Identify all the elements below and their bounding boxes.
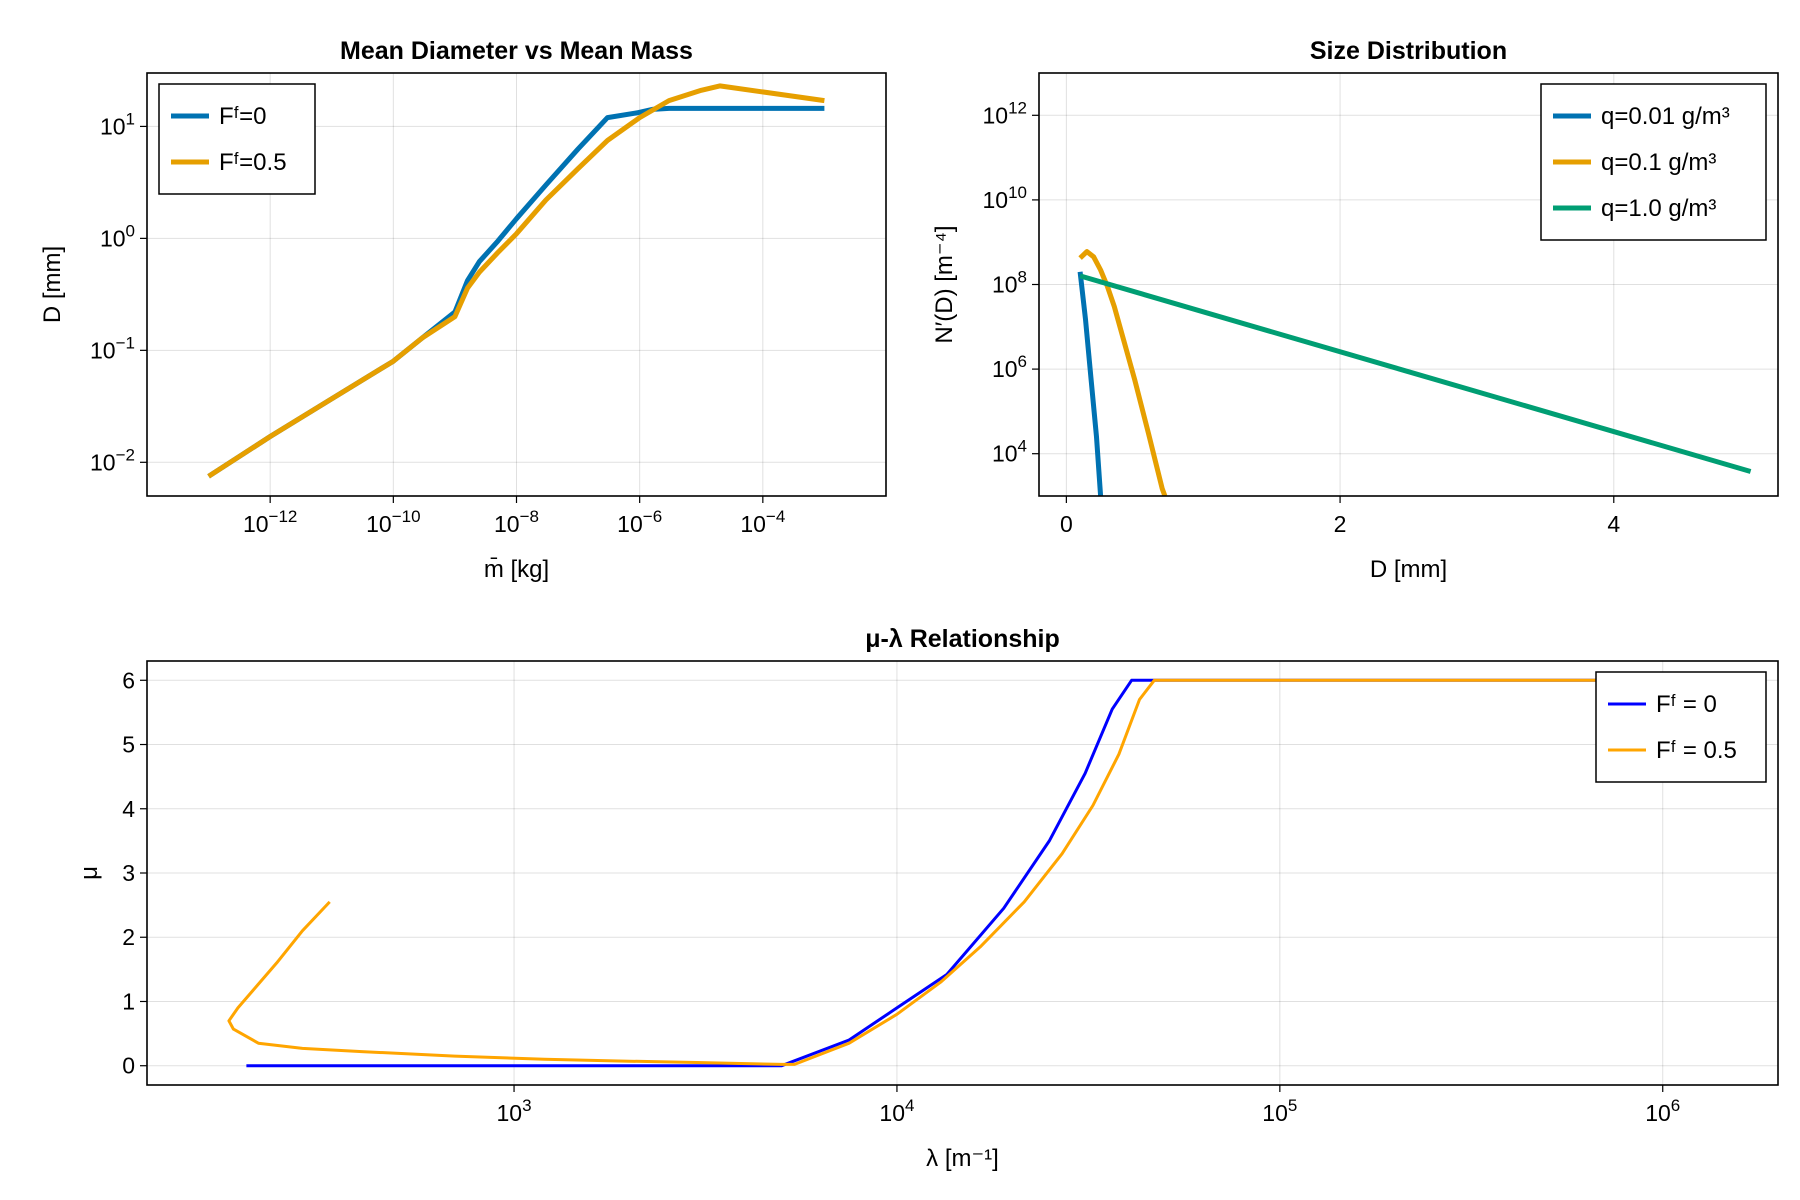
x-tick-label: 10−10	[366, 507, 420, 537]
y-tick-exponent: 10	[1008, 183, 1027, 202]
x-tick-exponent: −4	[766, 507, 785, 526]
x-tick-exponent: 4	[905, 1096, 914, 1115]
x-tick-label: 103	[497, 1096, 532, 1126]
x-tick-base: 10	[494, 511, 520, 537]
chart-1: 10−12 10−10 10−8 10−6 10−410−210−1100101Mean…	[39, 37, 887, 583]
legend-box	[1595, 671, 1767, 783]
y-tick-exponent: −1	[116, 333, 135, 352]
legend-label-1: Fᶠ = 0	[1656, 691, 1717, 718]
y-tick-exponent: 0	[126, 221, 135, 240]
y-tick-label: 4	[122, 796, 135, 822]
y-tick-base: 10	[982, 102, 1008, 128]
x-tick-base: 10	[740, 511, 766, 537]
legend-box	[158, 83, 316, 195]
x-tick-base: 10	[1262, 1100, 1288, 1126]
y-tick-exponent: 6	[1018, 352, 1027, 371]
series-group	[227, 678, 1741, 1068]
x-tick-base: 10	[879, 1100, 905, 1126]
y-tick-exponent: 8	[1018, 268, 1027, 287]
x-tick-label: 10−12	[243, 507, 297, 537]
x-tick-base: 10	[497, 1100, 523, 1126]
y-tick-base: 10	[90, 337, 116, 363]
x-tick-label: 4	[1607, 511, 1620, 537]
legend-label-3: q=1.0 g/m³	[1601, 195, 1716, 222]
chart-title: μ-λ Relationship	[865, 625, 1059, 653]
series-line-2	[1078, 249, 1168, 496]
y-tick-label: 3	[122, 860, 135, 886]
y-tick-label: 5	[122, 732, 135, 758]
y-axis-label: μ	[76, 866, 103, 880]
x-tick-exponent: 6	[1671, 1096, 1680, 1115]
x-tick-label: 0	[1060, 511, 1073, 537]
y-tick-exponent: 1	[126, 109, 135, 128]
y-axis-label: D [mm]	[39, 246, 66, 323]
y-tick-label: 1012	[982, 98, 1027, 128]
x-tick-base: 10	[617, 511, 643, 537]
y-tick-label: 104	[992, 437, 1027, 467]
y-tick-base: 10	[90, 449, 116, 475]
series-line-1	[246, 678, 1741, 1068]
series-line-1	[1077, 271, 1104, 496]
legend-label-2: Fᶠ=0.5	[219, 149, 287, 176]
series-line-2	[207, 83, 825, 479]
y-tick-base: 10	[100, 113, 126, 139]
y-tick-base: 10	[992, 356, 1018, 382]
y-tick-label: 1010	[982, 183, 1027, 213]
y-tick-label: 10−2	[90, 445, 135, 475]
y-tick-base: 10	[992, 441, 1018, 467]
x-axis-label: λ [m⁻¹]	[926, 1145, 999, 1172]
x-tick-label: 10−6	[617, 507, 662, 537]
series-group	[1077, 249, 1752, 496]
series-group	[207, 83, 825, 479]
series-line-3	[1079, 273, 1752, 474]
series-line-2	[227, 678, 1741, 1066]
y-tick-exponent: 12	[1008, 98, 1027, 117]
y-tick-label: 106	[992, 352, 1027, 382]
x-tick-exponent: −8	[520, 507, 539, 526]
legend-label-2: q=0.1 g/m³	[1601, 149, 1716, 176]
y-tick-exponent: −2	[116, 445, 135, 464]
x-tick-exponent: −12	[269, 507, 298, 526]
y-tick-base: 10	[992, 272, 1018, 298]
x-tick-label: 10−4	[740, 507, 785, 537]
x-tick-exponent: −6	[643, 507, 662, 526]
chart-title: Mean Diameter vs Mean Mass	[340, 37, 693, 65]
y-axis-label: N′(D) [m⁻⁴]	[931, 225, 958, 343]
x-tick-base: 10	[1645, 1100, 1671, 1126]
x-tick-label: 104	[879, 1096, 914, 1126]
x-tick-base: 10	[366, 511, 392, 537]
x-tick-exponent: −10	[392, 507, 421, 526]
legend: Fᶠ=0 Fᶠ=0.5	[158, 83, 316, 195]
x-axis-label: m̄ [kg]	[484, 556, 549, 583]
y-tick-label: 100	[100, 221, 135, 251]
x-tick-label: 10−8	[494, 507, 539, 537]
y-tick-label: 6	[122, 667, 135, 693]
legend-label-1: q=0.01 g/m³	[1601, 103, 1730, 130]
y-tick-label: 10−1	[90, 333, 135, 363]
y-tick-base: 10	[982, 187, 1008, 213]
y-tick-label: 0	[122, 1053, 135, 1079]
y-tick-label: 108	[992, 268, 1027, 298]
y-tick-label: 2	[122, 924, 135, 950]
x-tick-label: 106	[1645, 1096, 1680, 1126]
legend: Fᶠ = 0 Fᶠ = 0.5	[1595, 671, 1767, 783]
x-tick-exponent: 5	[1288, 1096, 1297, 1115]
x-tick-label: 105	[1262, 1096, 1297, 1126]
y-tick-label: 101	[100, 109, 135, 139]
legend-label-2: Fᶠ = 0.5	[1656, 737, 1737, 764]
x-tick-label: 2	[1334, 511, 1347, 537]
y-tick-exponent: 4	[1018, 437, 1027, 456]
legend-label-1: Fᶠ=0	[219, 103, 267, 130]
x-tick-exponent: 3	[522, 1096, 531, 1115]
y-tick-base: 10	[100, 225, 126, 251]
y-tick-label: 1	[122, 988, 135, 1014]
chart-title: Size Distribution	[1310, 37, 1507, 65]
x-axis-label: D [mm]	[1370, 556, 1447, 583]
x-tick-base: 10	[243, 511, 269, 537]
legend: q=0.01 g/m³ q=0.1 g/m³ q=1.0 g/m³	[1540, 83, 1767, 241]
